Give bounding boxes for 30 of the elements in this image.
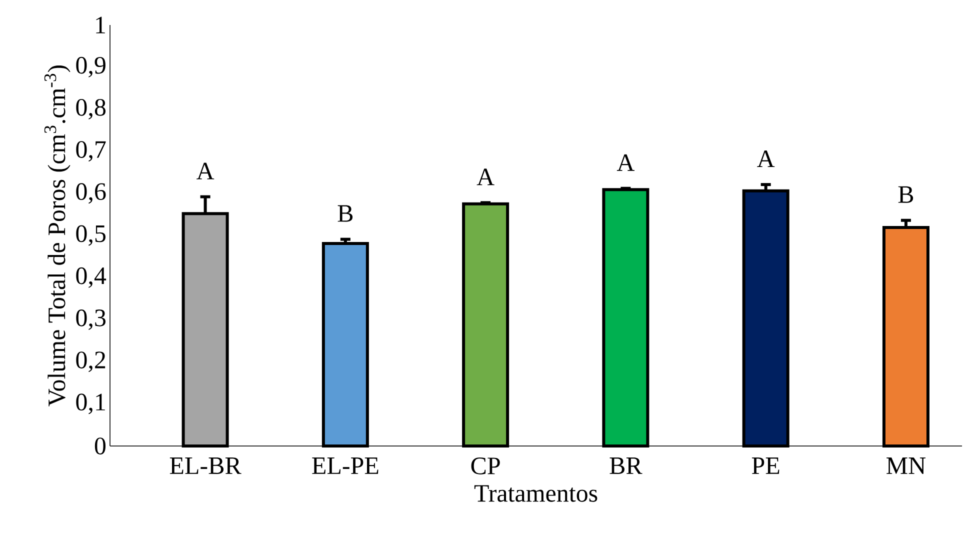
annotation: A xyxy=(757,150,775,168)
bar xyxy=(322,242,369,448)
y-tick-label: 0,1 xyxy=(76,394,105,414)
y-tick-label: 0,8 xyxy=(76,98,106,120)
bar xyxy=(462,202,510,448)
annotation: A xyxy=(196,162,214,180)
x-tick-label: EL-PE xyxy=(312,458,378,474)
y-tick-label: 0,4 xyxy=(76,267,106,288)
y-tick-label: 0 xyxy=(94,438,106,454)
x-tick-label: MN xyxy=(886,458,926,474)
y-axis-title: Volume Total de Poros (cm$^{3}$.cm$^{-3}$) xyxy=(44,66,70,406)
x-tick-label: CP xyxy=(471,458,500,474)
bar xyxy=(742,189,790,448)
annotation: A xyxy=(616,154,635,171)
annotation: B xyxy=(898,186,914,203)
x-tick-label: PE xyxy=(752,458,780,474)
y-tick-label: 0,5 xyxy=(76,225,106,246)
annotation: A xyxy=(476,168,494,186)
y-tick-label: 0,2 xyxy=(76,352,106,372)
x-axis-title: Tratamentos xyxy=(474,485,598,502)
y-tick-label: 0,3 xyxy=(76,309,106,330)
bar xyxy=(882,226,930,448)
annotation: B xyxy=(338,205,353,222)
y-tick-label: 1 xyxy=(96,16,105,34)
bar xyxy=(602,188,650,448)
y-tick-label: 0,9 xyxy=(76,56,106,78)
x-tick-label: EL-BR xyxy=(170,458,242,474)
y-tick-label: 0,6 xyxy=(76,183,106,204)
y-tick-label: 0,7 xyxy=(76,141,106,162)
x-tick-label: BR xyxy=(610,458,642,474)
